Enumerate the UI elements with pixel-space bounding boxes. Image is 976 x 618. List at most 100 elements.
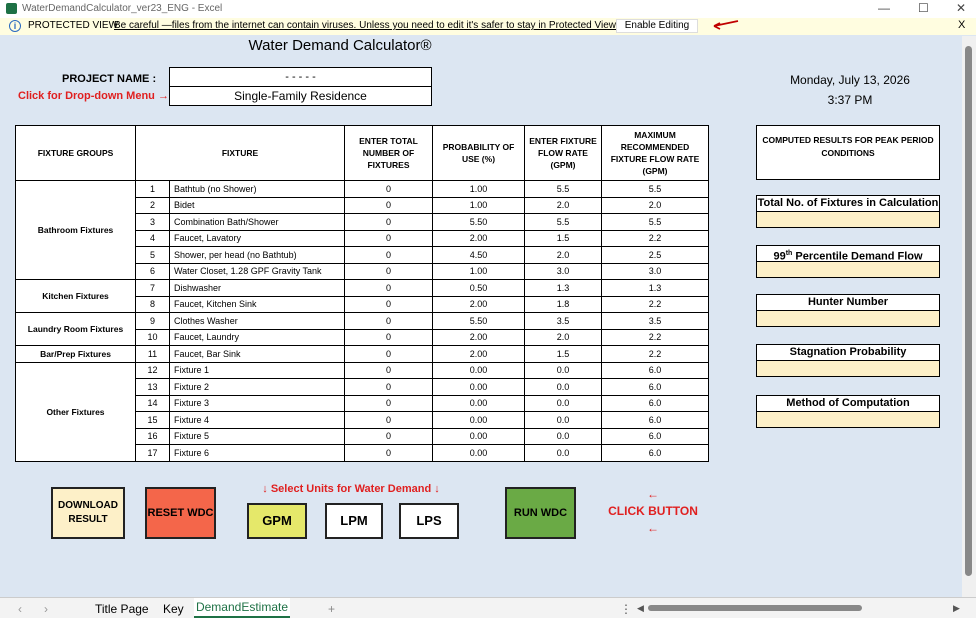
minimize-icon[interactable]: — xyxy=(878,1,890,15)
project-type-dropdown[interactable]: Single-Family Residence xyxy=(169,86,432,106)
protected-view-bar: i PROTECTED VIEW Be careful —files from … xyxy=(0,18,976,35)
fixture-count-input[interactable]: 0 xyxy=(344,279,433,297)
fixture-number: 2 xyxy=(135,196,170,214)
flow-rate-input[interactable]: 0.0 xyxy=(524,427,602,445)
protected-view-message[interactable]: Be careful —files from the internet can … xyxy=(114,20,619,31)
lps-button[interactable]: LPS xyxy=(399,503,459,539)
header-fixture: FIXTURE xyxy=(135,125,345,181)
fixture-count-input[interactable]: 0 xyxy=(344,246,433,264)
horizontal-scroll-thumb[interactable] xyxy=(648,605,862,611)
tab-key[interactable]: Key xyxy=(163,602,184,616)
flow-rate-input[interactable]: 2.0 xyxy=(524,196,602,214)
fixture-count-input[interactable]: 0 xyxy=(344,312,433,330)
probability-value: 0.00 xyxy=(432,394,525,412)
fixture-count-input[interactable]: 0 xyxy=(344,427,433,445)
max-flow-value: 5.5 xyxy=(601,213,709,231)
flow-rate-input[interactable]: 1.8 xyxy=(524,295,602,313)
fixture-number: 3 xyxy=(135,213,170,231)
fixture-count-input[interactable]: 0 xyxy=(344,328,433,346)
flow-rate-input[interactable]: 3.0 xyxy=(524,262,602,280)
maximize-icon[interactable]: ☐ xyxy=(918,1,929,15)
enable-editing-button[interactable]: Enable Editing xyxy=(616,19,698,33)
flow-rate-input[interactable]: 5.5 xyxy=(524,180,602,198)
click-button-label: CLICK BUTTON xyxy=(608,504,698,518)
fixture-count-input[interactable]: 0 xyxy=(344,229,433,247)
flow-rate-input[interactable]: 1.5 xyxy=(524,229,602,247)
reset-wdc-button[interactable]: RESET WDC xyxy=(145,487,216,539)
download-result-button[interactable]: DOWNLOAD RESULT xyxy=(51,487,125,539)
max-flow-value: 6.0 xyxy=(601,444,709,462)
max-flow-value: 6.0 xyxy=(601,394,709,412)
fixture-count-input[interactable]: 0 xyxy=(344,361,433,379)
window-title: WaterDemandCalculator_ver23_ENG - Excel xyxy=(22,3,223,14)
tab-title-page[interactable]: Title Page xyxy=(95,602,149,616)
probability-value: 0.50 xyxy=(432,279,525,297)
scroll-right-icon[interactable]: ▶ xyxy=(953,603,960,613)
info-icon: i xyxy=(9,20,21,32)
fixture-count-input[interactable]: 0 xyxy=(344,196,433,214)
fixture-name: Shower, per head (no Bathtub) xyxy=(169,246,345,264)
fixture-name: Combination Bath/Shower xyxy=(169,213,345,231)
fixture-count-input[interactable]: 0 xyxy=(344,444,433,462)
max-flow-value: 6.0 xyxy=(601,411,709,429)
flow-rate-input[interactable]: 2.0 xyxy=(524,246,602,264)
flow-rate-input[interactable]: 0.0 xyxy=(524,444,602,462)
probability-value: 2.00 xyxy=(432,328,525,346)
fixture-number: 13 xyxy=(135,378,170,396)
scroll-left-icon[interactable]: ◀ xyxy=(637,603,644,613)
fixture-count-input[interactable]: 0 xyxy=(344,394,433,412)
fixture-count-input[interactable]: 0 xyxy=(344,262,433,280)
flow-rate-input[interactable]: 1.5 xyxy=(524,345,602,363)
fixture-count-input[interactable]: 0 xyxy=(344,213,433,231)
fixture-number: 14 xyxy=(135,394,170,412)
units-hint: ↓ Select Units for Water Demand ↓ xyxy=(262,483,440,495)
flow-rate-input[interactable]: 0.0 xyxy=(524,361,602,379)
fixture-name: Dishwasher xyxy=(169,279,345,297)
fixture-group-label: Kitchen Fixtures xyxy=(15,279,136,313)
next-sheet-icon[interactable]: › xyxy=(44,602,48,616)
tab-demand-estimate[interactable]: DemandEstimate xyxy=(194,598,290,618)
gpm-button[interactable]: GPM xyxy=(247,503,307,539)
lpm-button[interactable]: LPM xyxy=(325,503,383,539)
probability-value: 2.00 xyxy=(432,229,525,247)
fixture-count-input[interactable]: 0 xyxy=(344,411,433,429)
protected-view-close-icon[interactable]: X xyxy=(958,19,966,31)
results-fixtures-value xyxy=(756,212,940,228)
project-name-cell[interactable]: - - - - - xyxy=(169,67,432,87)
results-percentile-label: 99th Percentile Demand Flow xyxy=(756,245,940,263)
max-flow-value: 2.2 xyxy=(601,295,709,313)
fixture-number: 8 xyxy=(135,295,170,313)
add-sheet-icon[interactable]: + xyxy=(328,602,336,616)
probability-value: 2.00 xyxy=(432,295,525,313)
vertical-scroll-thumb[interactable] xyxy=(965,46,972,576)
fixture-name: Faucet, Kitchen Sink xyxy=(169,295,345,313)
fixture-number: 10 xyxy=(135,328,170,346)
flow-rate-input[interactable]: 0.0 xyxy=(524,394,602,412)
probability-value: 0.00 xyxy=(432,427,525,445)
flow-rate-input[interactable]: 0.0 xyxy=(524,378,602,396)
prev-sheet-icon[interactable]: ‹ xyxy=(18,602,22,616)
flow-rate-input[interactable]: 5.5 xyxy=(524,213,602,231)
more-options-icon[interactable]: ⋮ xyxy=(620,602,632,616)
max-flow-value: 1.3 xyxy=(601,279,709,297)
flow-rate-input[interactable]: 3.5 xyxy=(524,312,602,330)
probability-value: 1.00 xyxy=(432,180,525,198)
sheet-title: Water Demand Calculator® xyxy=(248,37,432,54)
flow-rate-input[interactable]: 2.0 xyxy=(524,328,602,346)
close-icon[interactable]: ✕ xyxy=(956,1,967,15)
fixture-number: 12 xyxy=(135,361,170,379)
fixture-name: Faucet, Laundry xyxy=(169,328,345,346)
run-wdc-button[interactable]: RUN WDC xyxy=(505,487,576,539)
results-fixtures-label: Total No. of Fixtures in Calculation xyxy=(756,195,940,212)
flow-rate-input[interactable]: 0.0 xyxy=(524,411,602,429)
max-flow-value: 2.2 xyxy=(601,229,709,247)
fixture-count-input[interactable]: 0 xyxy=(344,345,433,363)
flow-rate-input[interactable]: 1.3 xyxy=(524,279,602,297)
fixture-group-label: Bar/Prep Fixtures xyxy=(15,345,136,363)
fixture-count-input[interactable]: 0 xyxy=(344,180,433,198)
table-row: Other Fixtures 12 Fixture 1 0 0.00 0.0 6.0 xyxy=(15,361,709,462)
vertical-scrollbar[interactable] xyxy=(962,36,976,597)
fixture-count-input[interactable]: 0 xyxy=(344,295,433,313)
results-stagnation-value xyxy=(756,361,940,377)
fixture-count-input[interactable]: 0 xyxy=(344,378,433,396)
